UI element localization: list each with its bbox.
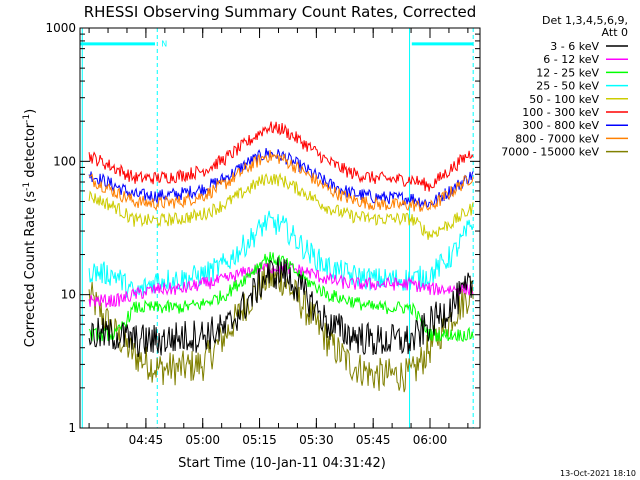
legend-entry: 800 - 7000 keV (515, 132, 628, 145)
y-axis-label-part: ) (23, 109, 38, 114)
annotation-0: N (161, 39, 167, 48)
y-axis-label-part: Corrected Count Rate (s (23, 191, 38, 348)
legend-label: 7000 - 15000 keV (501, 146, 599, 159)
y-tick-label: 1000 (45, 21, 76, 35)
legend-label: 25 - 50 keV (536, 80, 599, 93)
legend-label: 12 - 25 keV (536, 66, 599, 79)
y-tick-label: 1 (68, 421, 76, 435)
y-tick-label: 10 (61, 288, 76, 302)
x-tick-label: 05:15 (242, 433, 277, 447)
plot-frame (79, 27, 481, 429)
legend-header-line: Att 0 (602, 26, 628, 39)
plot-area: N (80, 28, 474, 428)
y-axis-label-part: detector (23, 122, 38, 182)
x-tick-label: 05:30 (299, 433, 334, 447)
chart-title: RHESSI Observing Summary Count Rates, Co… (84, 3, 477, 21)
x-axis-label: Start Time (10-Jan-11 04:31:42) (178, 456, 386, 471)
series-line-0 (88, 257, 474, 358)
legend-entry: 7000 - 15000 keV (501, 146, 628, 159)
legend-label: 3 - 6 keV (550, 40, 599, 53)
series-line-5 (88, 121, 474, 192)
series-line-7 (88, 150, 474, 213)
series-line-4 (88, 172, 474, 240)
legend-header-line: Det 1,3,4,5,6,9, (542, 14, 628, 27)
legend-entry: 3 - 6 keV (550, 40, 628, 53)
legend-label: 800 - 7000 keV (515, 132, 599, 145)
legend-entry: 25 - 50 keV (536, 80, 628, 93)
x-tick-label: 05:00 (185, 433, 220, 447)
footer-timestamp: 13-Oct-2021 18:10 (560, 469, 636, 478)
legend-entry: 12 - 25 keV (536, 66, 628, 79)
legend-label: 6 - 12 keV (543, 53, 599, 66)
legend-entry: 100 - 300 keV (522, 106, 628, 119)
legend-entry: 300 - 800 keV (522, 119, 628, 132)
x-axis: 04:45 05:00 05:15 05:30 05:45 06:00 (88, 28, 469, 447)
legend-label: 100 - 300 keV (522, 106, 599, 119)
y-axis: 1 10 100 1000 (45, 21, 480, 435)
y-axis-label-superscript: -1 (22, 114, 32, 123)
legend-header: Det 1,3,4,5,6,9,Att 0 (542, 14, 628, 39)
series-line-2 (88, 251, 474, 342)
y-axis-label: Corrected Count Rate (s-1 detector-1) (22, 109, 38, 347)
series-line-3 (88, 210, 474, 298)
legend-entry: 50 - 100 keV (529, 93, 628, 106)
x-tick-label: 05:45 (356, 433, 391, 447)
legend-label: 300 - 800 keV (522, 119, 599, 132)
legend-entry: 6 - 12 keV (543, 53, 628, 66)
x-tick-label: 06:00 (413, 433, 448, 447)
x-tick-label: 04:45 (129, 433, 164, 447)
y-tick-label: 100 (53, 154, 76, 168)
legend-label: 50 - 100 keV (529, 93, 599, 106)
y-axis-label-superscript: -1 (22, 182, 32, 191)
